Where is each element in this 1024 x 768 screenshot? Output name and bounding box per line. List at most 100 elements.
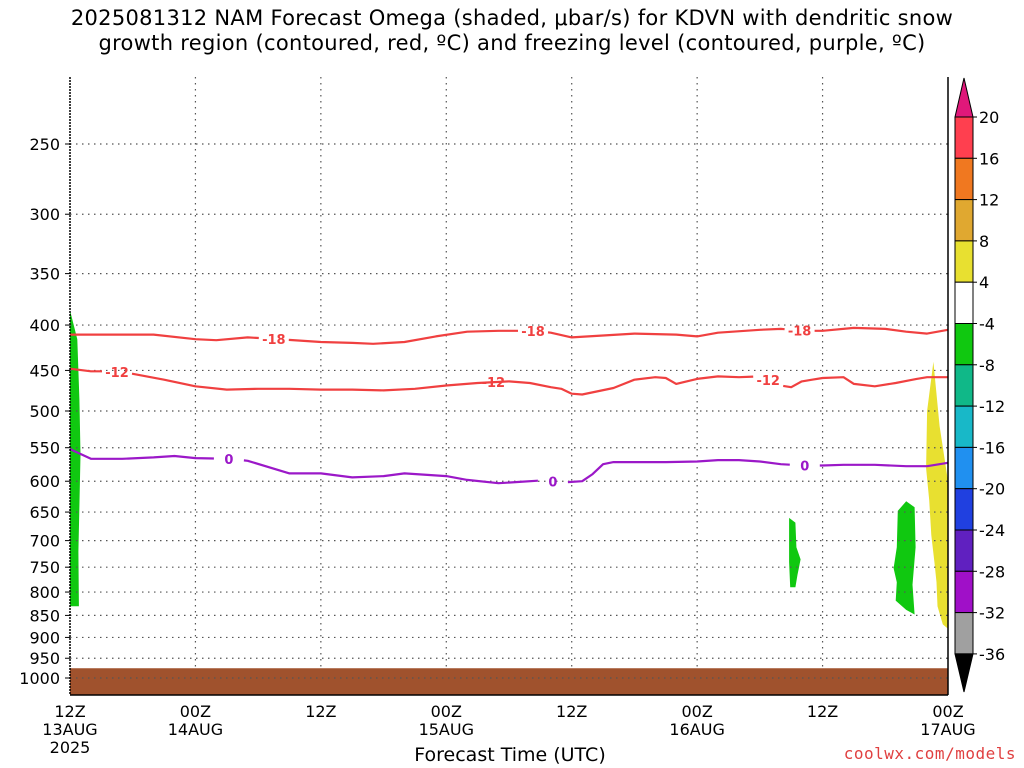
colorbar-label-4: 4 [979,273,989,292]
x-tick-line-48-0: 12Z [556,702,587,721]
title-line-1: 2025081312 NAM Forecast Omega (shaded, μ… [70,6,954,30]
contour-2-segment-2 [567,459,790,484]
x-tick-line-0-2: 2025 [50,738,91,757]
colorbar-cell-0 [954,116,974,159]
y-tick-label-750: 750 [29,558,60,577]
omega-region-0 [70,310,81,607]
colorbar-label-10: -24 [979,521,1005,540]
contour-label-0-0: -18 [262,333,286,348]
y-tick-label-250: 250 [29,135,60,154]
y-tick-label-400: 400 [29,316,60,335]
omega-region-3 [926,361,948,629]
colorbar-cell-1 [954,157,974,201]
contour-label-2-1: 0 [548,476,557,491]
colorbar-label-0: 20 [979,108,999,127]
x-tick-line-0-1: 13AUG [42,720,97,739]
x-tick-line-84-1: 17AUG [920,720,975,739]
contour-label-2-2: 0 [800,460,809,475]
x-tick-label-84: 00Z 17AUG [920,702,975,739]
contour-1-segment-2 [783,376,948,389]
gridlines [70,77,948,679]
colorbar-label-9: -20 [979,480,1005,499]
contour-2-segment-3 [819,461,949,468]
x-tick-line-24-0: 12Z [305,702,336,721]
colorbar-label-11: -28 [979,562,1005,581]
y-tick-label-450: 450 [29,361,60,380]
ground-rect [70,668,948,695]
omega-region-1 [789,517,801,588]
x-tick-line-84-0: 00Z [932,702,963,721]
y-tick-label-500: 500 [29,402,60,421]
y-tick-label-700: 700 [29,532,60,551]
colorbar-cell-10 [954,529,974,572]
colorbar-max-arrow [954,77,974,118]
colorbar-cell-2 [954,199,974,242]
colorbar-label-8: -16 [979,438,1005,457]
title-line-2: growth region (contoured, red, ºC) and f… [98,31,926,55]
x-tick-line-12-0: 00Z [180,702,211,721]
x-tick-line-0-0: 12Z [54,702,85,721]
contour-label-1-0: -12 [105,366,129,381]
colorbar: 20 16 12 8 4 -4 -8 -12 -16 -20 -24 -28 -32 -36 [954,77,1005,693]
x-tick-label-0: 12Z 13AUG 2025 [42,702,97,757]
contour-label-0-2: -18 [788,325,812,340]
contour-2-segment-1 [243,459,538,485]
y-tick-label-900: 900 [29,628,60,647]
x-tick-line-72-0: 12Z [807,702,838,721]
x-tick-label-60: 00Z 16AUG [669,702,724,739]
colorbar-label-1: 16 [979,149,999,168]
y-tick-label-850: 850 [29,606,60,625]
contour-label-1-1: -12 [482,376,506,391]
contour-1-segment-0 [69,367,102,373]
colorbar-cell-12 [954,612,974,655]
y-tick-label-600: 600 [29,472,60,491]
omega-region-2 [893,501,916,615]
x-tick-label-24: 12Z [305,702,336,721]
colorbar-label-3: 8 [979,232,989,251]
colorbar-cell-9 [954,488,974,531]
ground-band [70,668,948,695]
credit-text: coolwx.com/models [843,744,1016,763]
y-tick-label-350: 350 [29,265,60,284]
colorbar-cell-11 [954,570,974,614]
x-tick-line-36-1: 15AUG [419,720,474,739]
contour-0-segment-3 [814,326,949,335]
y-tick-label-300: 300 [29,205,60,224]
y-tick-label-1000: 1000 [19,669,60,688]
y-tick-label-800: 800 [29,583,60,602]
x-tick-line-12-1: 14AUG [168,720,223,739]
colorbar-cell-8 [954,446,974,490]
colorbar-cell-4 [954,281,974,325]
colorbar-cell-3 [954,240,974,283]
colorbar-cell-6 [954,364,974,407]
contour-2-segment-0 [69,448,214,460]
y-tick-label-950: 950 [29,649,60,668]
x-tick-label-12: 00Z 14AUG [168,702,223,739]
colorbar-label-13: -36 [979,645,1005,664]
y-tick-label-550: 550 [29,439,60,458]
colorbar-label-5: -4 [979,315,995,334]
x-tick-label-36: 00Z 15AUG [419,702,474,739]
x-tick-label-48: 12Z [556,702,587,721]
colorbar-label-7: -12 [979,397,1005,416]
y-tick-label-650: 650 [29,503,60,522]
omega-shaded-regions [70,310,948,629]
x-axis-title: Forecast Time (UTC) [414,744,606,766]
colorbar-min-arrow [954,653,974,693]
x-tick-line-60-1: 16AUG [669,720,724,739]
x-tick-line-60-0: 00Z [681,702,712,721]
axes: 250 300 350 400 450 500 550 600 650 700 750 800 850 9… [19,77,976,757]
contour-0-segment-2 [547,327,785,339]
contour-label-2-0: 0 [224,453,233,468]
colorbar-label-2: 12 [979,191,999,210]
contour-label-0-1: -18 [521,325,545,340]
colorbar-label-6: -8 [979,356,995,375]
colorbar-label-12: -32 [979,604,1005,623]
colorbar-cell-5 [954,323,974,366]
x-tick-line-36-0: 00Z [431,702,462,721]
chart-title: 2025081312 NAM Forecast Omega (shaded, μ… [0,6,1024,56]
contour-1-segment-1 [131,372,754,396]
contour-lines: -18 -18 -18 -12 -12 -12 0 0 0 [69,325,949,491]
colorbar-cell-7 [954,405,974,448]
